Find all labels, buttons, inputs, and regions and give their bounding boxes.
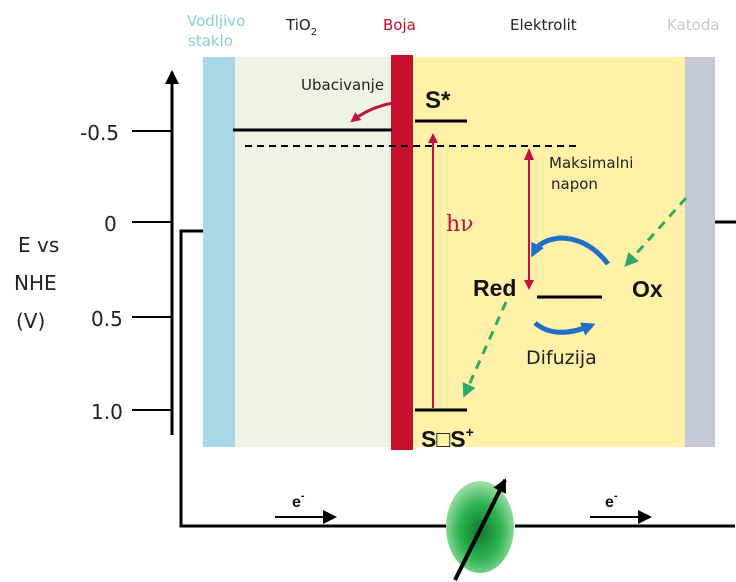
tio2-label: TiO2: [285, 16, 317, 38]
red-label: Red: [473, 275, 516, 301]
max-voltage-label-line1: Maksimalni: [549, 154, 633, 172]
load-variable-arrow-icon: [453, 478, 507, 581]
injection-arrow: [350, 101, 394, 123]
electron-label-right: e-: [605, 490, 618, 511]
external-circuit-left: [179, 229, 446, 528]
ox-label: Ox: [632, 276, 663, 302]
glass-label-line2: staklo: [188, 32, 233, 50]
tick-label: -0.5: [80, 121, 119, 145]
max-voltage-label-line2: napon: [551, 175, 598, 193]
tick-label: 0: [104, 212, 117, 236]
electrolyte-region: [413, 57, 685, 447]
tick-label: 0.5: [91, 307, 123, 331]
regeneration-arrow: [531, 235, 610, 266]
photon-label: hν: [446, 212, 474, 237]
tick-label: 1.0: [91, 400, 123, 424]
cathode-label: Katoda: [667, 16, 720, 34]
dye-bar: [391, 55, 413, 450]
tio2-region: [235, 57, 391, 447]
axis-label-line2: NHE: [14, 271, 57, 295]
electrolyte-label: Elektrolit: [510, 16, 577, 34]
dye-label: Boja: [383, 16, 416, 34]
axis-label-line1: E vs: [18, 233, 59, 257]
ground-state-label: S□S+: [421, 424, 474, 452]
red-to-dye-arrow: [462, 301, 508, 398]
glass-region: [203, 57, 235, 447]
axis-label-line3: (V): [16, 309, 45, 333]
max-voltage-arrow-head-top: [524, 148, 534, 160]
diffusion-arrow: [533, 321, 596, 336]
excited-state-label: S*: [425, 87, 451, 114]
cathode-region: [685, 57, 715, 447]
glass-label-line1: Vodljivo: [187, 12, 245, 30]
injection-label: Ubacivanje: [301, 76, 384, 94]
electron-label-left: e-: [292, 490, 305, 511]
diffusion-label: Difuzija: [526, 347, 597, 369]
